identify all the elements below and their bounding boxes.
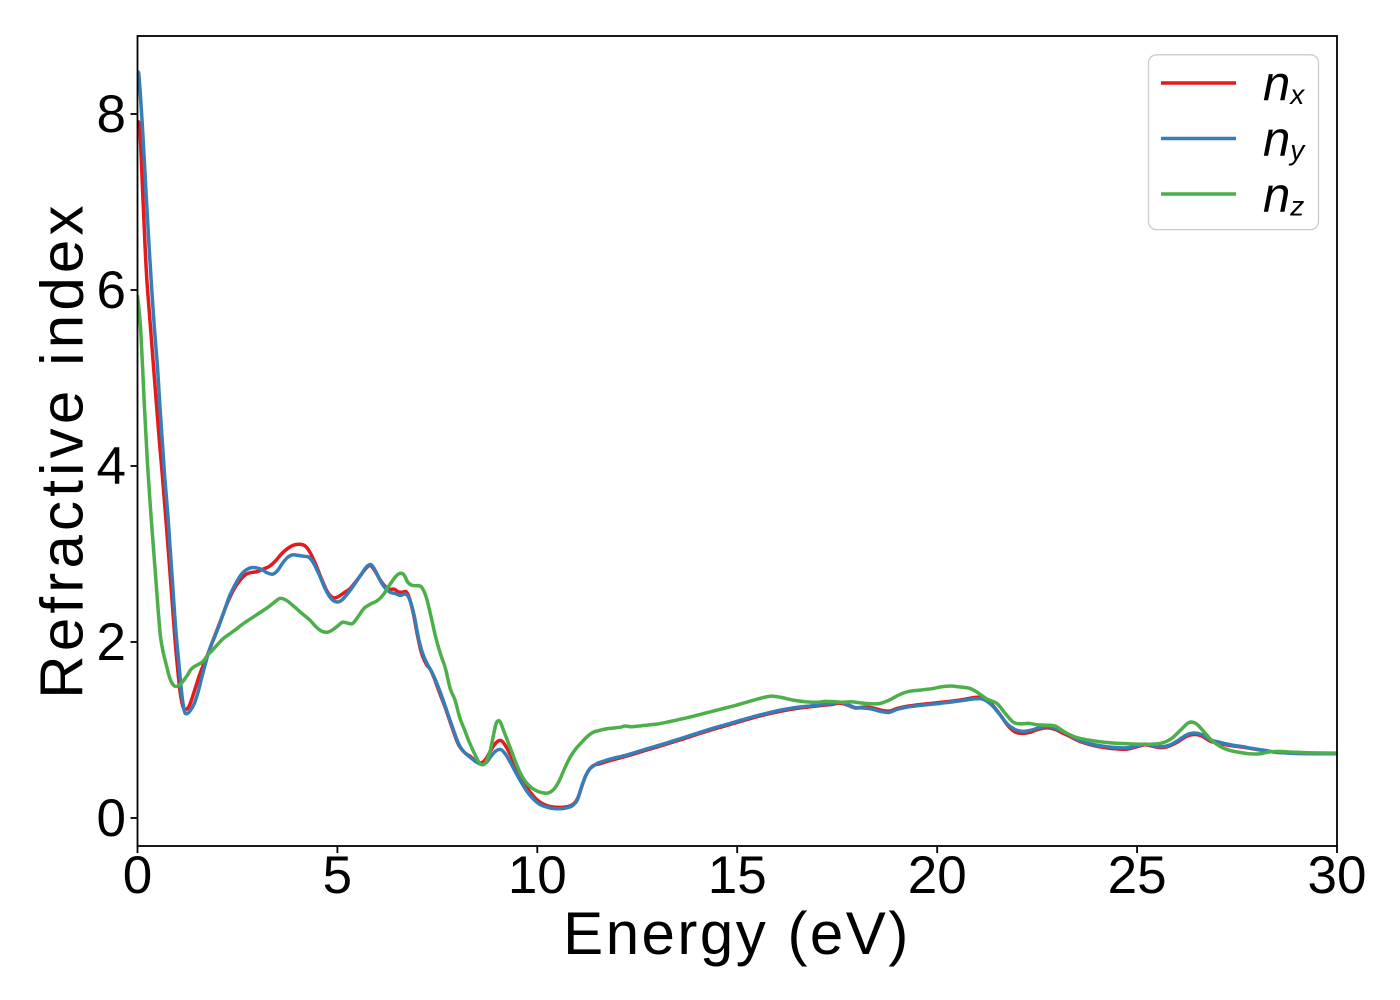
svg-text:0: 0 xyxy=(123,846,152,905)
svg-text:30: 30 xyxy=(1308,846,1367,905)
svg-text:4: 4 xyxy=(97,437,126,496)
svg-text:6: 6 xyxy=(97,261,126,320)
svg-text:10: 10 xyxy=(508,846,567,905)
svg-text:25: 25 xyxy=(1108,846,1167,905)
svg-text:2: 2 xyxy=(97,613,126,672)
svg-text:Refractive index: Refractive index xyxy=(28,201,95,698)
svg-text:8: 8 xyxy=(97,85,126,144)
svg-text:15: 15 xyxy=(708,846,767,905)
svg-text:0: 0 xyxy=(97,789,126,848)
svg-text:Energy (eV): Energy (eV) xyxy=(563,900,911,967)
svg-text:5: 5 xyxy=(323,846,352,905)
svg-text:20: 20 xyxy=(908,846,967,905)
